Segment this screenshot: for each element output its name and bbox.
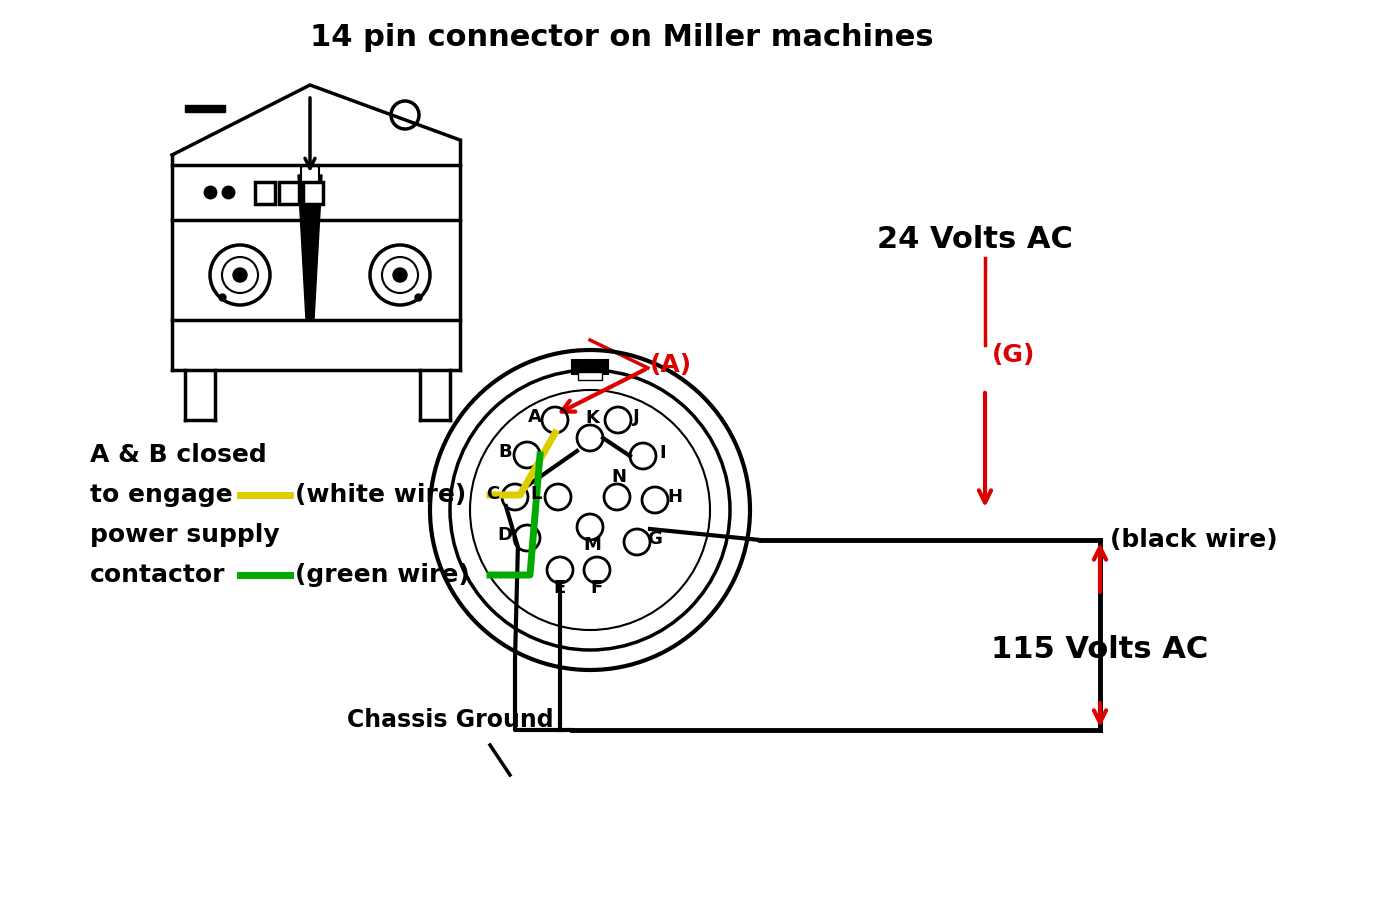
Text: A & B closed: A & B closed bbox=[90, 443, 267, 467]
Text: G: G bbox=[648, 530, 663, 548]
Text: C: C bbox=[486, 485, 500, 503]
Text: F: F bbox=[591, 579, 603, 597]
FancyBboxPatch shape bbox=[255, 182, 275, 204]
FancyBboxPatch shape bbox=[302, 182, 323, 204]
Text: 115 Volts AC: 115 Volts AC bbox=[992, 636, 1208, 664]
Text: (green wire): (green wire) bbox=[296, 563, 470, 587]
FancyBboxPatch shape bbox=[301, 166, 319, 186]
Text: L: L bbox=[530, 485, 541, 503]
Polygon shape bbox=[298, 175, 322, 320]
Text: N: N bbox=[612, 468, 627, 486]
Text: 14 pin connector on Miller machines: 14 pin connector on Miller machines bbox=[309, 24, 934, 52]
FancyBboxPatch shape bbox=[579, 372, 602, 380]
FancyBboxPatch shape bbox=[279, 182, 300, 204]
Text: contactor: contactor bbox=[90, 563, 225, 587]
Text: J: J bbox=[632, 408, 639, 426]
Text: H: H bbox=[667, 488, 682, 506]
Text: E: E bbox=[554, 579, 566, 597]
FancyBboxPatch shape bbox=[572, 360, 608, 374]
Circle shape bbox=[470, 390, 710, 630]
Text: (black wire): (black wire) bbox=[1110, 528, 1277, 552]
Text: Chassis Ground: Chassis Ground bbox=[347, 708, 554, 732]
Text: 24 Volts AC: 24 Volts AC bbox=[877, 225, 1073, 255]
Text: (A): (A) bbox=[650, 353, 692, 377]
Text: power supply: power supply bbox=[90, 523, 279, 547]
Circle shape bbox=[233, 268, 247, 282]
Text: B: B bbox=[499, 443, 512, 461]
Text: I: I bbox=[660, 444, 666, 462]
FancyBboxPatch shape bbox=[301, 186, 319, 202]
Text: (G): (G) bbox=[992, 343, 1036, 367]
Text: (white wire): (white wire) bbox=[296, 483, 467, 507]
Polygon shape bbox=[420, 370, 450, 420]
Text: M: M bbox=[583, 536, 601, 554]
Text: K: K bbox=[586, 409, 599, 427]
Circle shape bbox=[394, 268, 407, 282]
Text: D: D bbox=[497, 526, 512, 544]
Polygon shape bbox=[185, 370, 215, 420]
Polygon shape bbox=[185, 105, 225, 112]
Text: to engage: to engage bbox=[90, 483, 232, 507]
Text: A: A bbox=[528, 408, 541, 426]
